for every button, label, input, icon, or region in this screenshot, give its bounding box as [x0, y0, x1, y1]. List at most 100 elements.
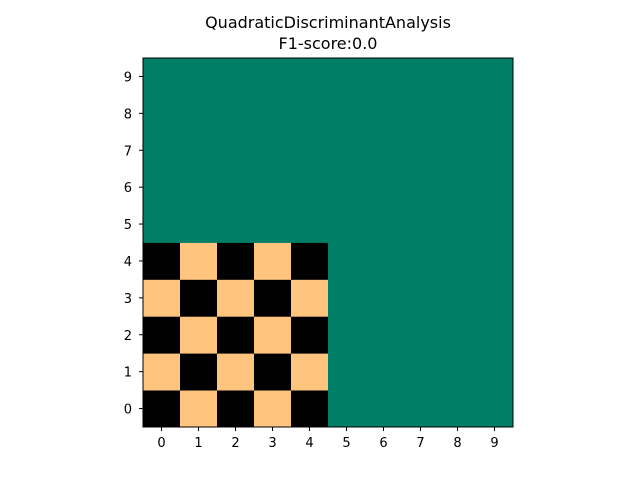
heatmap-cell — [476, 131, 514, 170]
heatmap-cell — [291, 353, 329, 391]
heatmap-cell — [291, 58, 329, 96]
heatmap-cell — [217, 242, 255, 280]
heatmap-cell — [143, 390, 181, 428]
heatmap-cell — [254, 131, 292, 170]
heatmap-cell — [365, 58, 403, 96]
heatmap-cell — [402, 390, 440, 428]
y-tick-label: 0 — [124, 403, 132, 418]
heatmap-cell — [402, 131, 440, 170]
heatmap-cell — [143, 131, 181, 170]
heatmap-cell — [328, 131, 366, 170]
x-tick-label: 3 — [268, 436, 276, 451]
x-tick-label: 6 — [379, 436, 387, 451]
x-tick-label: 7 — [416, 436, 424, 451]
heatmap-cell — [365, 131, 403, 170]
heatmap-cell — [365, 316, 403, 354]
heatmap-cell — [217, 316, 255, 354]
heatmap-cell — [328, 279, 366, 317]
heatmap-cell — [439, 316, 477, 354]
heatmap-cell — [328, 168, 366, 206]
heatmap-cell — [439, 279, 477, 317]
heatmap-cell — [439, 205, 477, 243]
heatmap-cell — [143, 205, 181, 243]
heatmap-cell — [217, 58, 255, 96]
heatmap-cell — [439, 168, 477, 206]
heatmap-cell — [143, 58, 181, 96]
heatmap-cell — [365, 279, 403, 317]
heatmap-cell — [180, 390, 218, 428]
y-tick-label: 5 — [124, 218, 132, 233]
heatmap-cell — [328, 353, 366, 391]
heatmap-cell — [439, 353, 477, 391]
x-tick-label: 1 — [194, 436, 202, 451]
heatmap-cell — [476, 316, 514, 354]
heatmap-cell — [143, 316, 181, 354]
y-tick-label: 3 — [124, 292, 132, 307]
y-tick-label: 8 — [124, 107, 132, 122]
plot-area — [143, 58, 514, 428]
heatmap-cell — [180, 168, 218, 206]
heatmap-cell — [476, 353, 514, 391]
heatmap-cell — [402, 94, 440, 133]
heatmap-cell — [180, 242, 218, 280]
y-tick-label: 1 — [124, 366, 132, 381]
heatmap-cell — [143, 279, 181, 317]
heatmap-cell — [254, 205, 292, 243]
heatmap-cell — [180, 58, 218, 96]
heatmap-cell — [291, 279, 329, 317]
heatmap-cell — [365, 205, 403, 243]
chart-subtitle: F1-score:0.0 — [279, 34, 378, 53]
heatmap-cell — [402, 58, 440, 96]
heatmap-cell — [180, 316, 218, 354]
heatmap-cell — [217, 205, 255, 243]
heatmap-cell — [254, 316, 292, 354]
x-tick-label: 2 — [231, 436, 239, 451]
x-tick-label: 5 — [342, 436, 350, 451]
y-tick-label: 2 — [124, 329, 132, 344]
heatmap-cell — [476, 390, 514, 428]
heatmap-cell — [476, 168, 514, 206]
y-tick-label: 9 — [124, 70, 132, 85]
heatmap-cell — [365, 168, 403, 206]
heatmap-cell — [402, 279, 440, 317]
heatmap-cell — [291, 168, 329, 206]
heatmap-cell — [402, 168, 440, 206]
heatmap-cell — [476, 58, 514, 96]
heatmap-cell — [291, 242, 329, 280]
heatmap-cell — [254, 242, 292, 280]
heatmap-cell — [476, 205, 514, 243]
heatmap-cell — [254, 353, 292, 391]
heatmap-cell — [180, 279, 218, 317]
heatmap-cell — [254, 390, 292, 428]
heatmap-cell — [180, 131, 218, 170]
heatmap-cell — [476, 94, 514, 133]
heatmap-cell — [291, 316, 329, 354]
heatmap-cell — [254, 94, 292, 133]
x-tick-label: 0 — [157, 436, 165, 451]
heatmap-cell — [328, 390, 366, 428]
heatmap-cell — [217, 279, 255, 317]
x-tick-label: 4 — [305, 436, 313, 451]
heatmap-cell — [254, 168, 292, 206]
heatmap-cell — [402, 242, 440, 280]
heatmap-cell — [365, 353, 403, 391]
heatmap-cell — [402, 316, 440, 354]
heatmap-cell — [328, 94, 366, 133]
heatmap-cell — [217, 131, 255, 170]
heatmap-cell — [439, 390, 477, 428]
heatmap-cell — [328, 316, 366, 354]
heatmap-cell — [439, 94, 477, 133]
heatmap-cell — [217, 94, 255, 133]
heatmap-cell — [180, 94, 218, 133]
heatmap-cell — [143, 242, 181, 280]
heatmap-cell — [291, 94, 329, 133]
heatmap-cell — [291, 205, 329, 243]
y-axis: 0 1 2 3 4 5 6 7 8 9 — [124, 70, 143, 418]
heatmap-cell — [180, 205, 218, 243]
heatmap-cell — [217, 353, 255, 391]
heatmap-cell — [402, 205, 440, 243]
heatmap-cell — [476, 279, 514, 317]
heatmap-cell — [328, 242, 366, 280]
y-tick-label: 4 — [124, 255, 132, 270]
heatmap-cell — [328, 205, 366, 243]
